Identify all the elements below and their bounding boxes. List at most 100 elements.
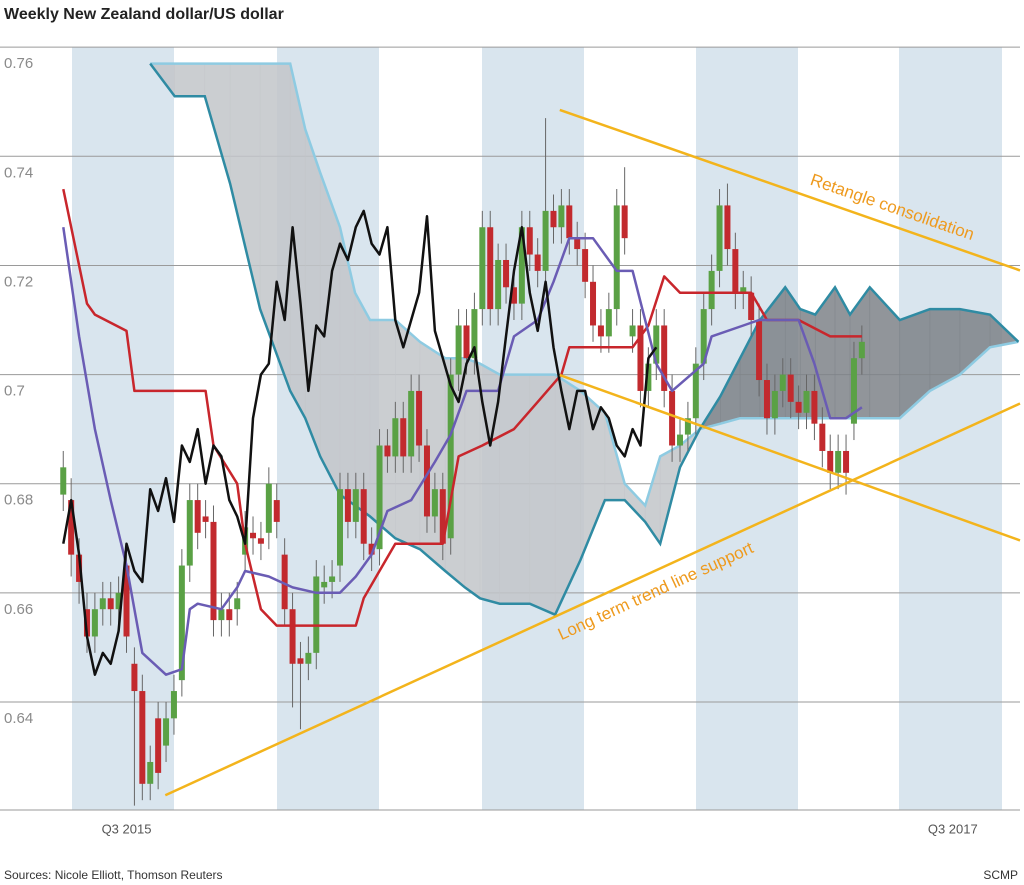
candle-body: [368, 543, 375, 555]
chart-title: Weekly New Zealand dollar/US dollar: [4, 6, 284, 23]
candle-body: [526, 227, 533, 255]
candle-body: [416, 390, 423, 446]
trend-line: [164, 402, 1021, 797]
candle-body: [661, 325, 668, 391]
cloud-fill: [834, 287, 851, 419]
candle-body: [273, 500, 280, 522]
candle-body: [756, 320, 763, 381]
candle-body: [503, 259, 510, 288]
candle-body: [858, 341, 865, 359]
candle-body: [645, 363, 652, 391]
candle-body: [471, 309, 478, 359]
band: [72, 47, 174, 810]
candle-body: [700, 309, 707, 364]
candle-body: [60, 467, 67, 495]
x-tick-label: Q3 2017: [928, 821, 978, 836]
candle-body: [669, 390, 676, 446]
indicator-line: [62, 209, 658, 676]
candle-body: [202, 516, 209, 522]
candle-body: [384, 445, 391, 457]
y-tick-label: 0.7: [4, 383, 25, 400]
candle-body: [344, 489, 351, 522]
candle-body: [439, 489, 446, 544]
candle-body: [510, 287, 517, 304]
candle-body: [155, 718, 162, 773]
trend-line: [559, 373, 1021, 542]
candle-body: [99, 598, 106, 610]
trend-lines: [164, 108, 1021, 797]
candle-body: [400, 418, 407, 457]
cloud-fill: [580, 390, 606, 561]
candle-body: [843, 450, 850, 473]
candle-body: [408, 390, 415, 457]
candle-body: [708, 270, 715, 310]
y-tick-label: 0.74: [4, 164, 33, 181]
candle-body: [455, 325, 462, 375]
candle-body: [779, 374, 786, 391]
candle-body: [376, 445, 383, 550]
band: [899, 47, 1002, 810]
candle-body: [447, 374, 454, 539]
indicator-lines: [62, 188, 863, 676]
candle-body: [178, 565, 185, 681]
candle-body: [637, 325, 644, 391]
credit: SCMP: [983, 868, 1018, 882]
candle-body: [542, 210, 549, 271]
candle-body: [352, 489, 359, 522]
candle-body: [763, 380, 770, 419]
candle-body: [479, 227, 486, 310]
candle-body: [629, 325, 636, 337]
candle-body: [835, 450, 842, 473]
candle-body: [716, 205, 723, 271]
span-a-line: [149, 62, 1020, 617]
cloud-fill: [529, 374, 556, 616]
candle-body: [724, 205, 731, 250]
candle-body: [811, 390, 818, 424]
cloud-fill: [259, 63, 291, 392]
candle-body: [677, 434, 683, 446]
cloud-fill: [464, 357, 481, 599]
cloud-fill: [869, 286, 901, 419]
candle-body: [305, 652, 312, 664]
y-tick-label: 0.72: [4, 273, 33, 290]
candle-body: [582, 249, 589, 282]
candle-body: [684, 418, 691, 435]
candle-body: [186, 500, 193, 566]
candle-body: [423, 445, 430, 517]
indicator-line: [62, 227, 863, 676]
trend-line: [559, 108, 1021, 272]
candles: [60, 118, 865, 806]
candle-body: [163, 718, 170, 746]
candle-body: [83, 609, 90, 637]
candle-body: [257, 538, 264, 544]
candle-body: [115, 592, 122, 610]
candle-body: [289, 609, 296, 664]
candle-body: [819, 423, 826, 451]
candle-body: [107, 598, 114, 610]
candle-body: [194, 500, 201, 533]
candle-body: [68, 500, 75, 555]
candle-body: [431, 489, 438, 517]
candle-body: [210, 521, 217, 621]
candle-body: [732, 249, 739, 293]
source-note: Sources: Nicole Elliott, Thomson Reuters: [4, 868, 223, 882]
indicator-line: [62, 188, 862, 627]
y-tick-label: 0.66: [4, 601, 33, 618]
cloud-fill: [354, 292, 371, 517]
candle-body: [250, 532, 257, 539]
candle-body: [558, 205, 565, 228]
candle-body: [566, 205, 573, 239]
x-tick-label: Q3 2015: [102, 821, 152, 836]
candle-body: [495, 259, 502, 310]
candle-body: [487, 227, 494, 310]
candle-body: [265, 483, 272, 533]
candle-body: [534, 254, 541, 271]
candle-body: [850, 358, 857, 424]
candle-body: [123, 565, 130, 637]
candle-body: [795, 401, 802, 413]
candle-body: [605, 309, 612, 337]
candle-body: [360, 489, 367, 544]
candle-body: [597, 325, 604, 337]
y-tick-label: 0.76: [4, 55, 33, 72]
candle-body: [76, 554, 83, 582]
